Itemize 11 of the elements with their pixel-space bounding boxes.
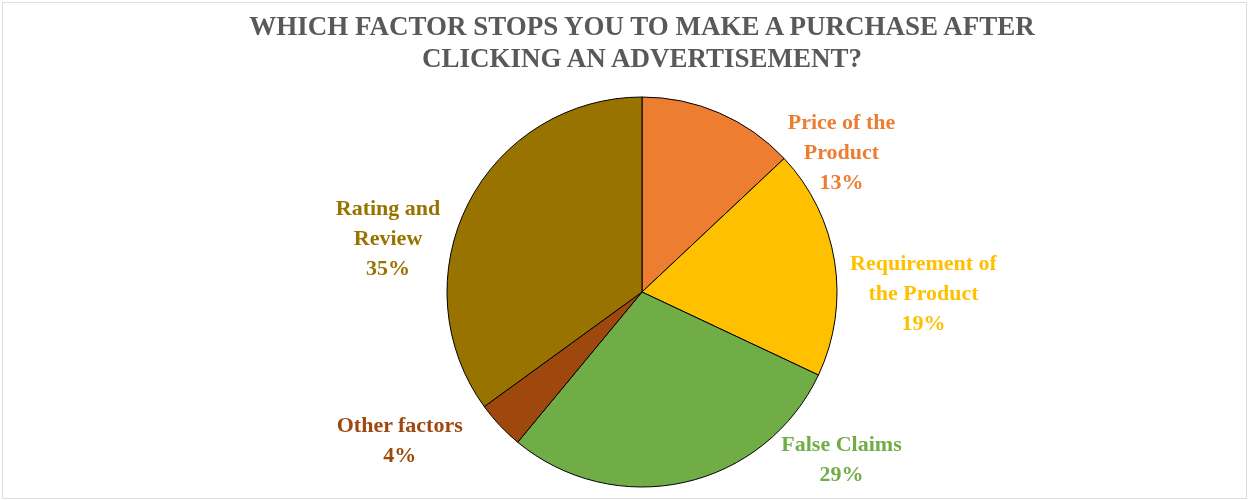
slice-label: Rating and Review: [335, 194, 441, 250]
data-label: 4%: [383, 442, 417, 468]
slice-label: False Claims: [781, 431, 903, 457]
chart-title: WHICH FACTOR STOPS YOU TO MAKE A PURCHASE AFTER CLICKING AN ADVERTISEMENT?: [249, 11, 1036, 73]
data-label: 19%: [901, 310, 946, 336]
slice-label: Price of the Product: [787, 108, 896, 164]
slice-label: Requirement of the Product: [850, 250, 998, 306]
slice-label: Other factors: [336, 412, 464, 438]
data-label: 13%: [819, 168, 864, 194]
data-label: 35%: [366, 254, 411, 280]
data-label: 29%: [819, 461, 864, 487]
